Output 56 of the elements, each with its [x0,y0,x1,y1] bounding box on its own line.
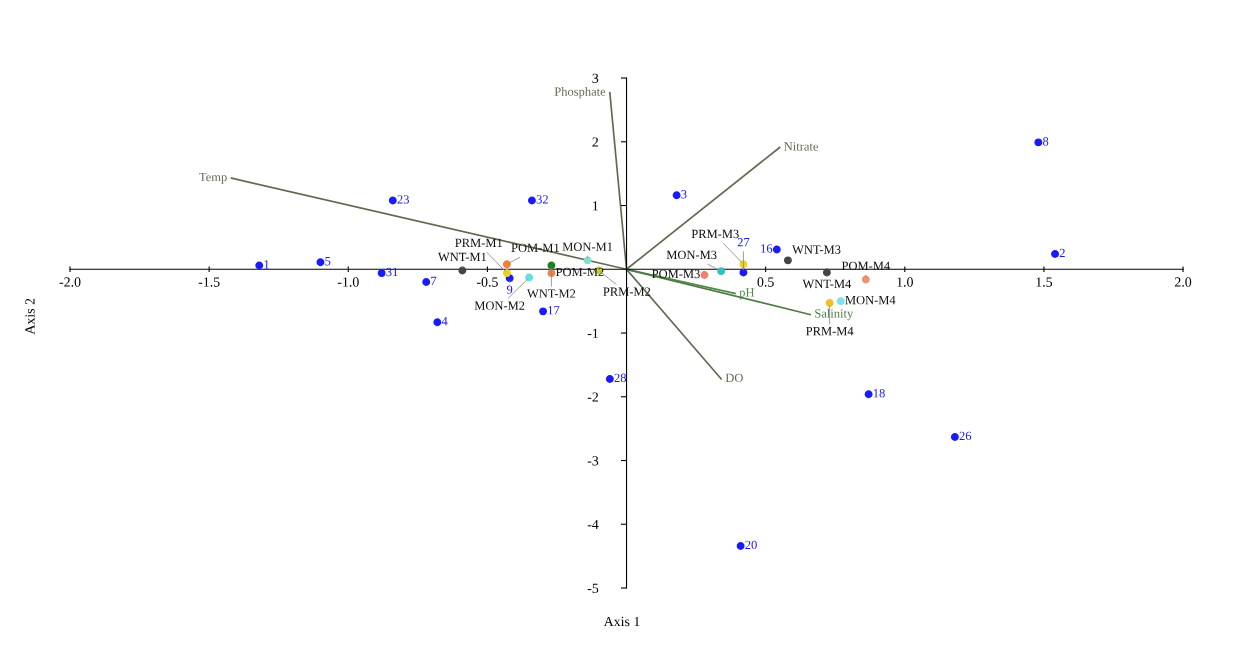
series-label: 32 [536,195,548,204]
series-label: Salinity [815,308,854,321]
series-label: 5 [325,257,331,266]
series-label: MON-M3 [666,250,717,260]
series-label: Phosphate [554,87,606,99]
series-label: 23 [397,195,409,204]
y-tick-label: 2 [592,137,598,147]
series-label: DO [725,373,743,383]
series-label: POM-M2 [555,267,604,277]
series-label: 28 [614,373,627,383]
series-label: 16 [761,244,773,253]
series-label: 8 [1043,137,1049,146]
x-tick-label: 0.5 [757,277,774,287]
y-tick-label: -1 [587,328,598,338]
series-label: MON-M4 [845,295,896,305]
series-label: PRM-M3 [691,229,739,239]
series-label: 17 [548,306,560,315]
series-label: 31 [386,267,398,277]
series-label: 4 [441,316,448,326]
series-label: MON-M2 [474,301,525,310]
series-label: 26 [959,431,972,441]
y-tick-label: -4 [587,519,599,530]
series-label: Nitrate [784,142,819,151]
series-label: Temp [199,172,227,184]
series-label: pH [739,288,755,300]
series-label: PRM-M1 [455,238,502,247]
x-tick-label: -1.0 [337,277,359,287]
series-label: 27 [737,238,750,247]
series-label: 2 [1059,248,1065,257]
series-label: WNT-M3 [792,245,841,254]
y-tick-label: -2 [587,392,598,402]
series-label: 1 [264,260,269,269]
series-label: POM-M3 [652,269,700,279]
x-tick-label: 2.0 [1174,277,1192,287]
x-tick-label: -2.0 [59,277,81,287]
series-label: PRM-M4 [806,327,854,336]
x-axis-title: Axis 1 [603,616,640,627]
y-tick-label: 1 [593,201,598,211]
series-label: POM-M4 [841,261,890,271]
series-label: 7 [431,276,437,286]
y-axis-title: Axis 2 [25,298,35,335]
series-label: 3 [681,190,687,199]
series-label: 9 [506,285,513,294]
series-label: 20 [745,540,757,550]
y-tick-label: -5 [587,583,599,593]
series-label: WNT-M2 [527,289,576,298]
series-label: MON-M1 [562,242,613,251]
x-tick-label: 1.0 [897,277,913,287]
x-tick-label: -1.5 [198,277,220,287]
x-tick-label: -0.5 [476,277,498,287]
y-tick-label: 3 [592,73,599,83]
series-label: 18 [873,388,885,398]
series-label: WNT-M4 [802,279,852,289]
x-tick-label: 1.5 [1036,277,1053,287]
y-tick-label: -3 [587,456,599,466]
series-label: WNT-M1 [437,252,487,262]
